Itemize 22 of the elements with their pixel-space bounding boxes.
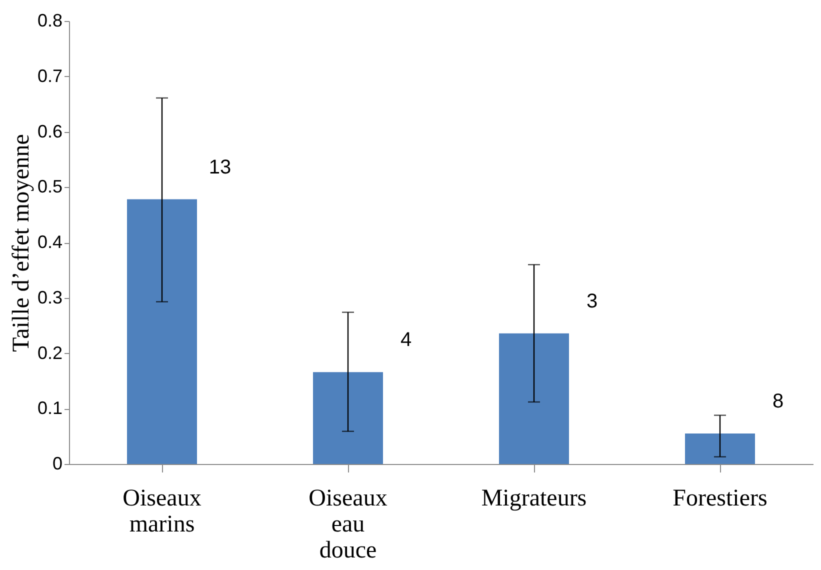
y-tick-label: 0 — [52, 454, 62, 474]
x-tick-label: Oiseaux eau douce — [308, 486, 388, 564]
bar — [685, 434, 755, 464]
annotation: 4 — [400, 329, 412, 352]
y-tick-label: 0.8 — [37, 10, 62, 30]
x-tick-label: Migrateurs — [481, 486, 587, 512]
bar — [499, 333, 569, 464]
y-tick-label: 0.2 — [37, 342, 62, 363]
y-tick-label: 0.1 — [37, 398, 62, 418]
bar — [127, 199, 197, 464]
y-tick-label: 0.7 — [37, 66, 62, 86]
y-tick-label: 0.4 — [37, 232, 62, 252]
y-tick-label: 0.5 — [37, 176, 62, 197]
x-tick-label: Oiseaux marins — [122, 486, 202, 538]
bar — [313, 372, 383, 464]
y-tick-label: 0.6 — [37, 121, 62, 142]
annotation: 8 — [772, 390, 784, 413]
y-tick-label: 0.3 — [37, 287, 62, 308]
annotation: 13 — [208, 156, 232, 178]
annotation: 3 — [586, 290, 598, 312]
y-axis-title: Taille d’effet moyenne — [8, 134, 34, 352]
x-tick-label: Forestiers — [672, 486, 768, 512]
